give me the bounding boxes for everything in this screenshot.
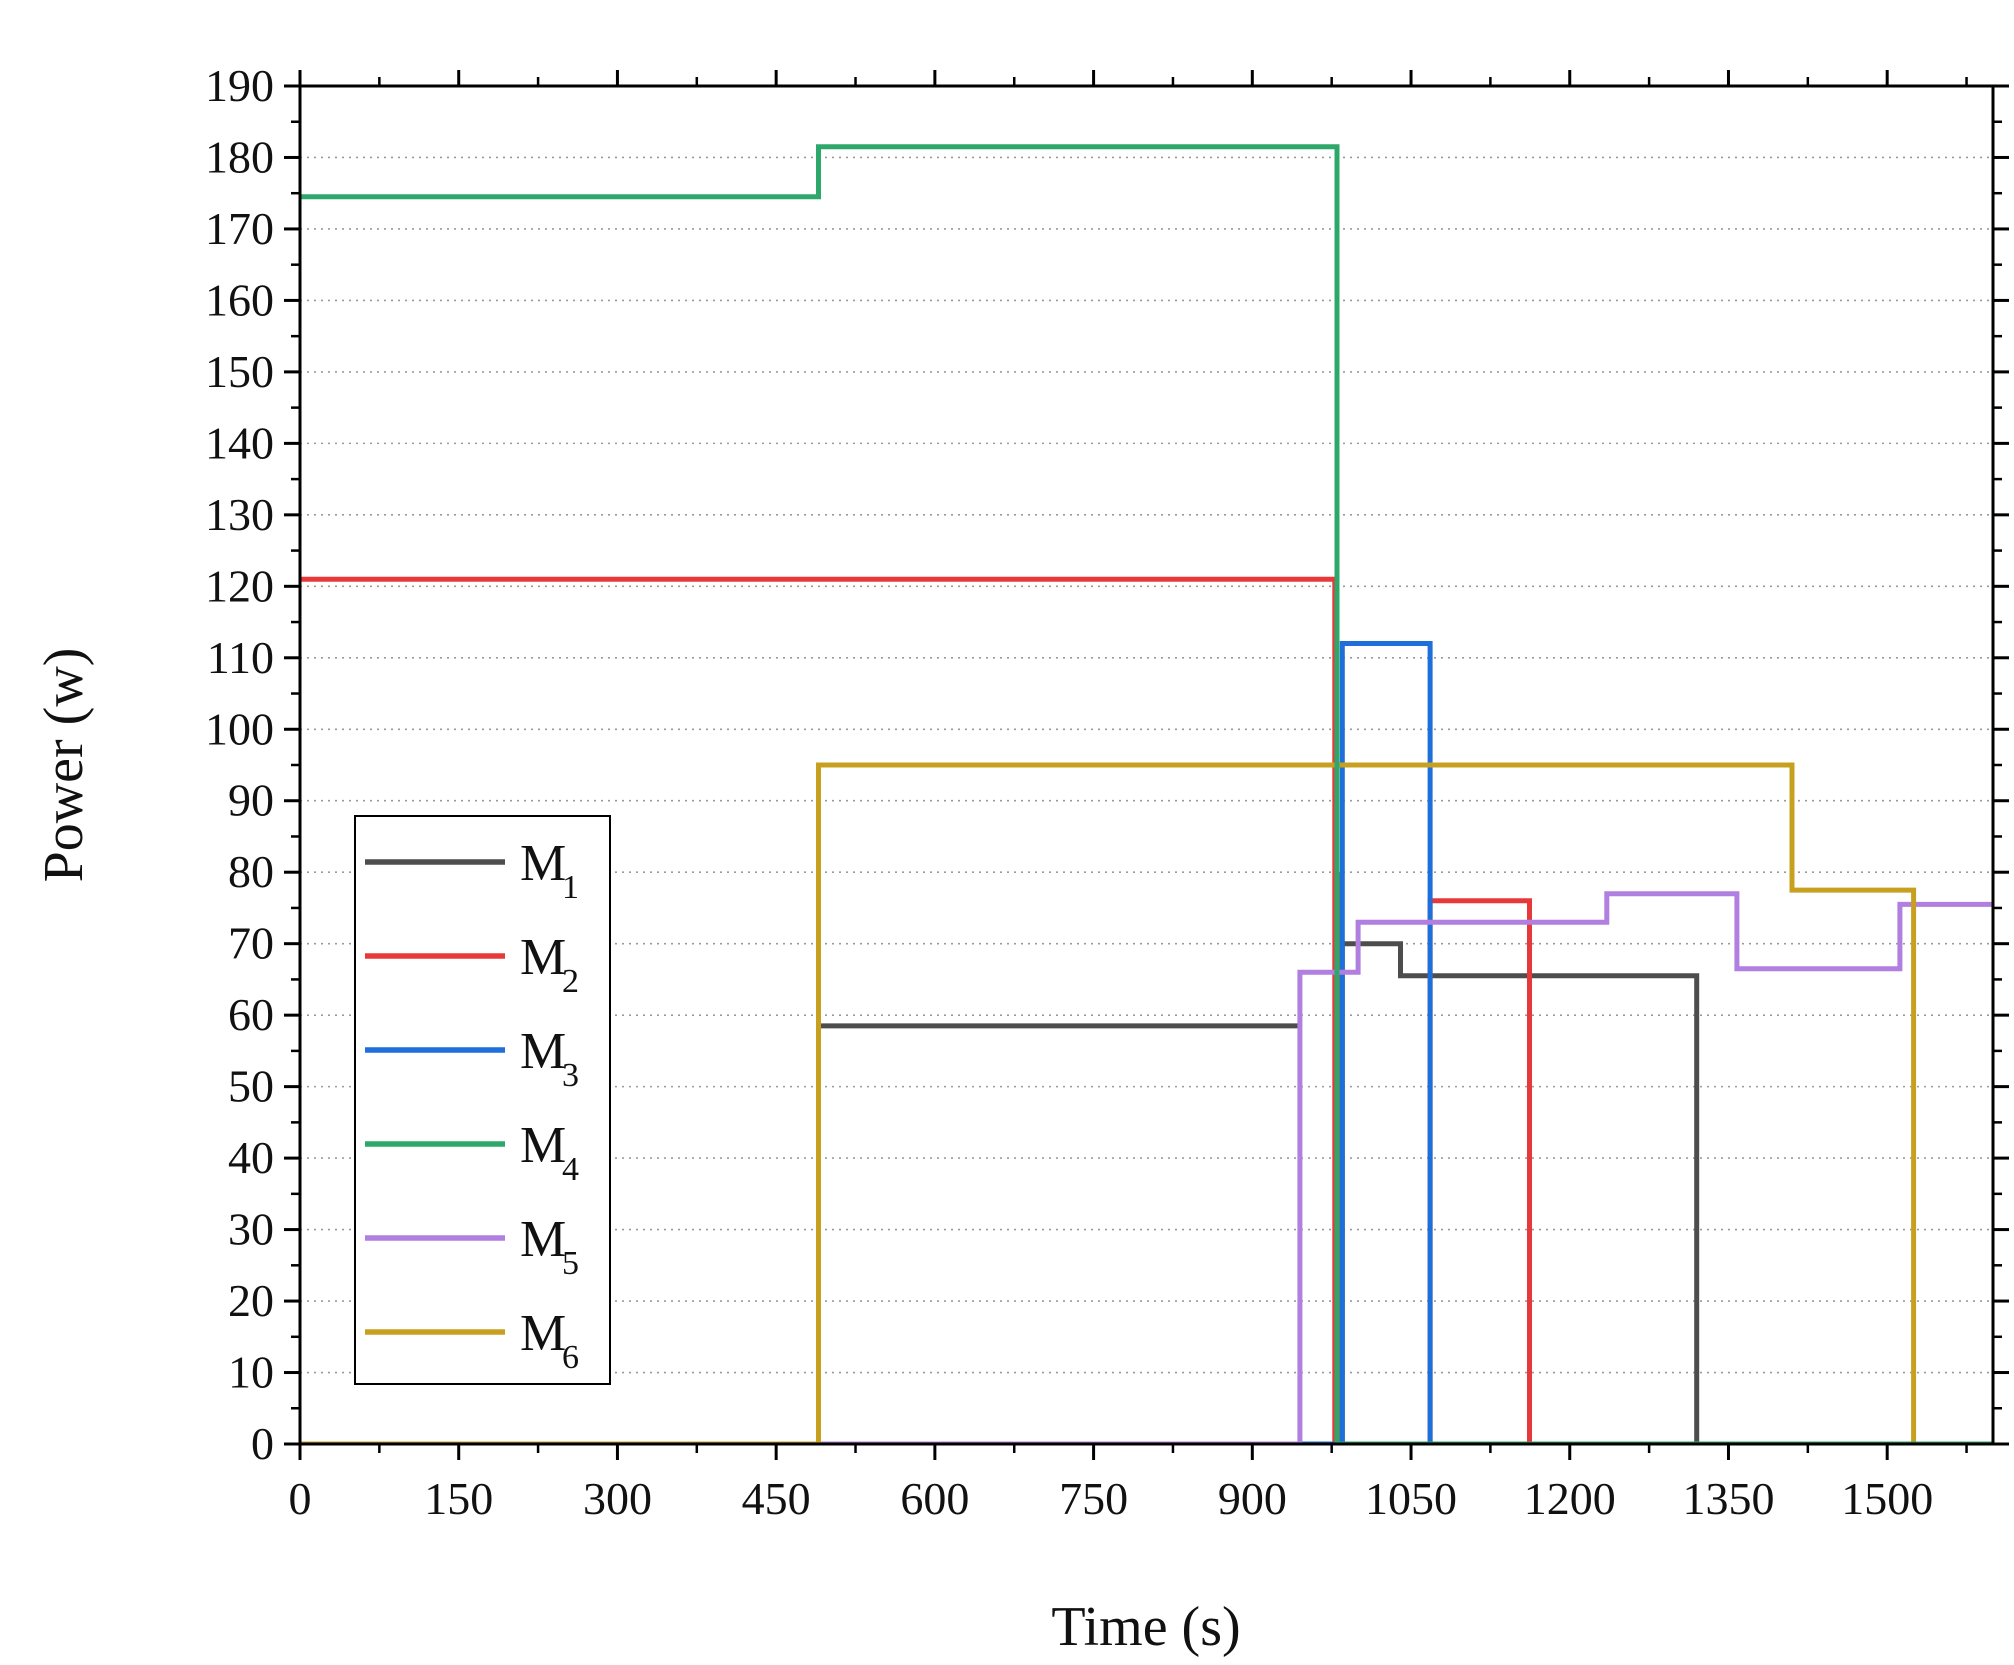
y-tick-label: 80 bbox=[228, 846, 274, 897]
x-tick-label: 900 bbox=[1218, 1473, 1287, 1524]
legend-label-m5: M bbox=[520, 1211, 566, 1268]
legend-label-m4: M bbox=[520, 1117, 566, 1174]
legend-subscript-m3: 3 bbox=[562, 1057, 579, 1094]
y-tick-label: 0 bbox=[251, 1418, 274, 1469]
y-tick-label: 40 bbox=[228, 1132, 274, 1183]
y-tick-label: 180 bbox=[205, 131, 274, 182]
legend-subscript-m1: 1 bbox=[562, 869, 579, 906]
y-tick-label: 160 bbox=[205, 274, 274, 325]
y-tick-label: 170 bbox=[205, 203, 274, 254]
x-tick-label: 1200 bbox=[1524, 1473, 1616, 1524]
x-tick-label: 0 bbox=[289, 1473, 312, 1524]
axis-ticks bbox=[284, 70, 2009, 1460]
y-tick-label: 120 bbox=[205, 560, 274, 611]
x-tick-label: 750 bbox=[1059, 1473, 1128, 1524]
legend-label-m3: M bbox=[520, 1023, 566, 1080]
x-tick-label: 300 bbox=[583, 1473, 652, 1524]
series-line-m5 bbox=[300, 891, 1993, 1444]
y-tick-label: 20 bbox=[228, 1275, 274, 1326]
legend-label-m2: M bbox=[520, 929, 566, 986]
y-tick-label: 30 bbox=[228, 1204, 274, 1255]
y-tick-label: 110 bbox=[207, 632, 274, 683]
tick-labels: 0102030405060708090100110120130140150160… bbox=[205, 60, 1933, 1524]
y-tick-label: 130 bbox=[205, 489, 274, 540]
legend-box bbox=[354, 815, 611, 1385]
series-lines bbox=[300, 144, 1993, 1444]
y-tick-label: 10 bbox=[228, 1347, 274, 1398]
y-tick-label: 70 bbox=[228, 918, 274, 969]
y-tick-label: 90 bbox=[228, 775, 274, 826]
y-tick-label: 150 bbox=[205, 346, 274, 397]
x-tick-label: 1500 bbox=[1841, 1473, 1933, 1524]
legend-subscript-m5: 5 bbox=[562, 1245, 579, 1282]
y-tick-label: 100 bbox=[205, 703, 274, 754]
x-tick-label: 150 bbox=[424, 1473, 493, 1524]
legend-subscript-m6: 6 bbox=[562, 1339, 579, 1376]
x-axis-title: Time (s) bbox=[1051, 1596, 1240, 1658]
y-axis-title: Power (w) bbox=[33, 648, 95, 883]
legend-label-m1: M bbox=[520, 835, 566, 892]
legend-label-m6: M bbox=[520, 1305, 566, 1362]
x-tick-label: 1050 bbox=[1365, 1473, 1457, 1524]
series-line-m6 bbox=[300, 762, 1993, 1444]
x-tick-label: 450 bbox=[742, 1473, 811, 1524]
series-line-m4 bbox=[300, 144, 1993, 1444]
x-tick-label: 600 bbox=[900, 1473, 969, 1524]
x-tick-label: 1350 bbox=[1682, 1473, 1774, 1524]
y-tick-label: 60 bbox=[228, 989, 274, 1040]
legend-subscript-m2: 2 bbox=[562, 963, 579, 1000]
y-tick-label: 140 bbox=[205, 417, 274, 468]
y-tick-label: 50 bbox=[228, 1061, 274, 1112]
series-line-m3 bbox=[300, 641, 1993, 1444]
y-tick-label: 190 bbox=[205, 60, 274, 111]
legend-subscript-m4: 4 bbox=[562, 1151, 579, 1188]
